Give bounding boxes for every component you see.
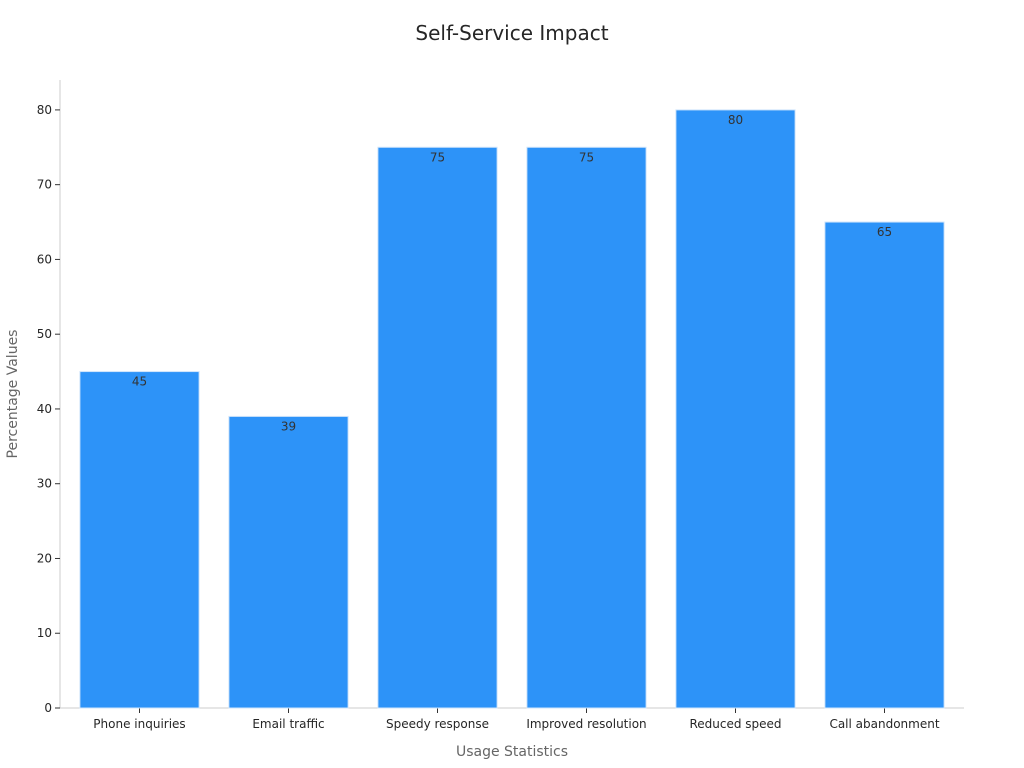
y-axis: 0 10 20 30 40 50 60 70 80 (37, 80, 61, 715)
bar (526, 146, 647, 709)
y-tick-label: 70 (37, 178, 52, 192)
bar-value-label: 75 (430, 150, 445, 164)
y-tick-label: 60 (37, 252, 52, 266)
x-tick-label: Reduced speed (689, 717, 781, 731)
bars (79, 109, 945, 709)
bar-value-label: 75 (579, 150, 594, 164)
bar (79, 371, 200, 709)
x-tick-label: Speedy response (386, 717, 489, 731)
y-tick-label: 10 (37, 626, 52, 640)
bar (824, 221, 945, 709)
bar (377, 146, 498, 709)
y-tick-label: 0 (44, 701, 52, 715)
data-labels: 45 39 75 75 80 65 (132, 113, 892, 434)
x-axis: Phone inquiries Email traffic Speedy respo… (60, 707, 964, 731)
y-axis-title: Percentage Values (5, 330, 21, 459)
bar-value-label: 80 (728, 113, 743, 127)
y-tick-label: 20 (37, 551, 52, 565)
bar-value-label: 39 (281, 419, 296, 433)
y-tick-label: 30 (37, 477, 52, 491)
bar-value-label: 45 (132, 375, 147, 389)
y-tick-label: 40 (37, 402, 52, 416)
chart-title: Self-Service Impact (415, 21, 608, 45)
x-tick-label: Email traffic (252, 717, 324, 731)
bar-value-label: 65 (877, 225, 892, 239)
x-tick-label: Improved resolution (526, 717, 646, 731)
x-tick-label: Call abandonment (829, 717, 939, 731)
y-tick-label: 80 (37, 103, 52, 117)
y-tick-label: 50 (37, 327, 52, 341)
bar (228, 415, 349, 709)
x-axis-title: Usage Statistics (456, 744, 568, 760)
bar (675, 109, 796, 709)
x-tick-label: Phone inquiries (93, 717, 185, 731)
